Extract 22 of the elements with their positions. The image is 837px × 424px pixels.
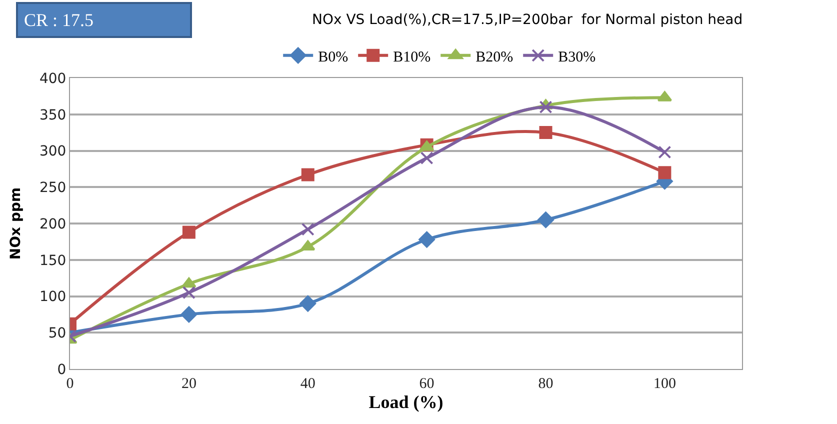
legend-label: B10% bbox=[393, 49, 431, 66]
y-tick-label: 50 bbox=[48, 326, 66, 342]
y-axis-title: NOx ppm bbox=[8, 187, 24, 260]
legend-label: B20% bbox=[476, 49, 514, 66]
y-tick-label: 350 bbox=[39, 107, 66, 124]
x-tick-label: 100 bbox=[653, 376, 676, 392]
chart-title: NOx VS Load(%),CR=17.5,IP=200bar for Normal piston head bbox=[312, 12, 743, 28]
y-tick-label: 400 bbox=[39, 70, 66, 87]
y-tick-label: 100 bbox=[39, 289, 66, 306]
x-tick-label: 40 bbox=[300, 376, 316, 392]
legend-label: B0% bbox=[318, 49, 348, 66]
y-tick-label: 300 bbox=[39, 144, 66, 160]
x-tick-label: 20 bbox=[181, 376, 196, 392]
legend-label: B30% bbox=[558, 49, 596, 66]
y-tick-label: 0 bbox=[57, 362, 66, 378]
y-tick-label: 150 bbox=[39, 252, 66, 269]
x-tick-label: 80 bbox=[538, 376, 554, 392]
y-tick-label: 250 bbox=[39, 180, 66, 196]
y-tick-label: 200 bbox=[39, 216, 66, 232]
x-axis-title: Load (%) bbox=[368, 392, 444, 412]
x-tick-label: 60 bbox=[419, 376, 434, 392]
text: CR : 17.5 bbox=[24, 10, 94, 30]
